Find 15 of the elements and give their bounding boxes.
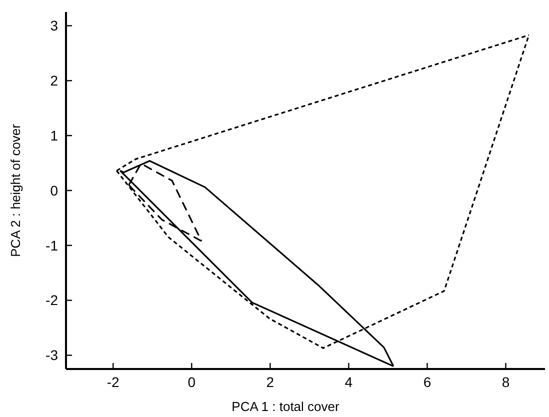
y-tick-label: 0 bbox=[50, 182, 58, 198]
x-tick-label: 4 bbox=[344, 374, 353, 390]
y-tick-label: 2 bbox=[50, 72, 58, 89]
y-tick-label: -1 bbox=[46, 237, 58, 254]
y-tick-label: -2 bbox=[46, 292, 58, 308]
y-tick-label: 1 bbox=[50, 127, 58, 144]
x-tick-label: 2 bbox=[266, 374, 274, 390]
x-axis-title: PCA 1 : total cover bbox=[232, 399, 340, 414]
x-tick-label: -2 bbox=[106, 374, 120, 390]
x-tick-label: 8 bbox=[502, 374, 510, 390]
y-tick-label: 3 bbox=[50, 18, 58, 34]
x-tick-label: 6 bbox=[423, 374, 432, 390]
y-axis-title: PCA 2 : height of cover bbox=[8, 123, 23, 257]
y-tick-label: -3 bbox=[46, 347, 58, 364]
x-tick-label: 0 bbox=[188, 374, 196, 390]
